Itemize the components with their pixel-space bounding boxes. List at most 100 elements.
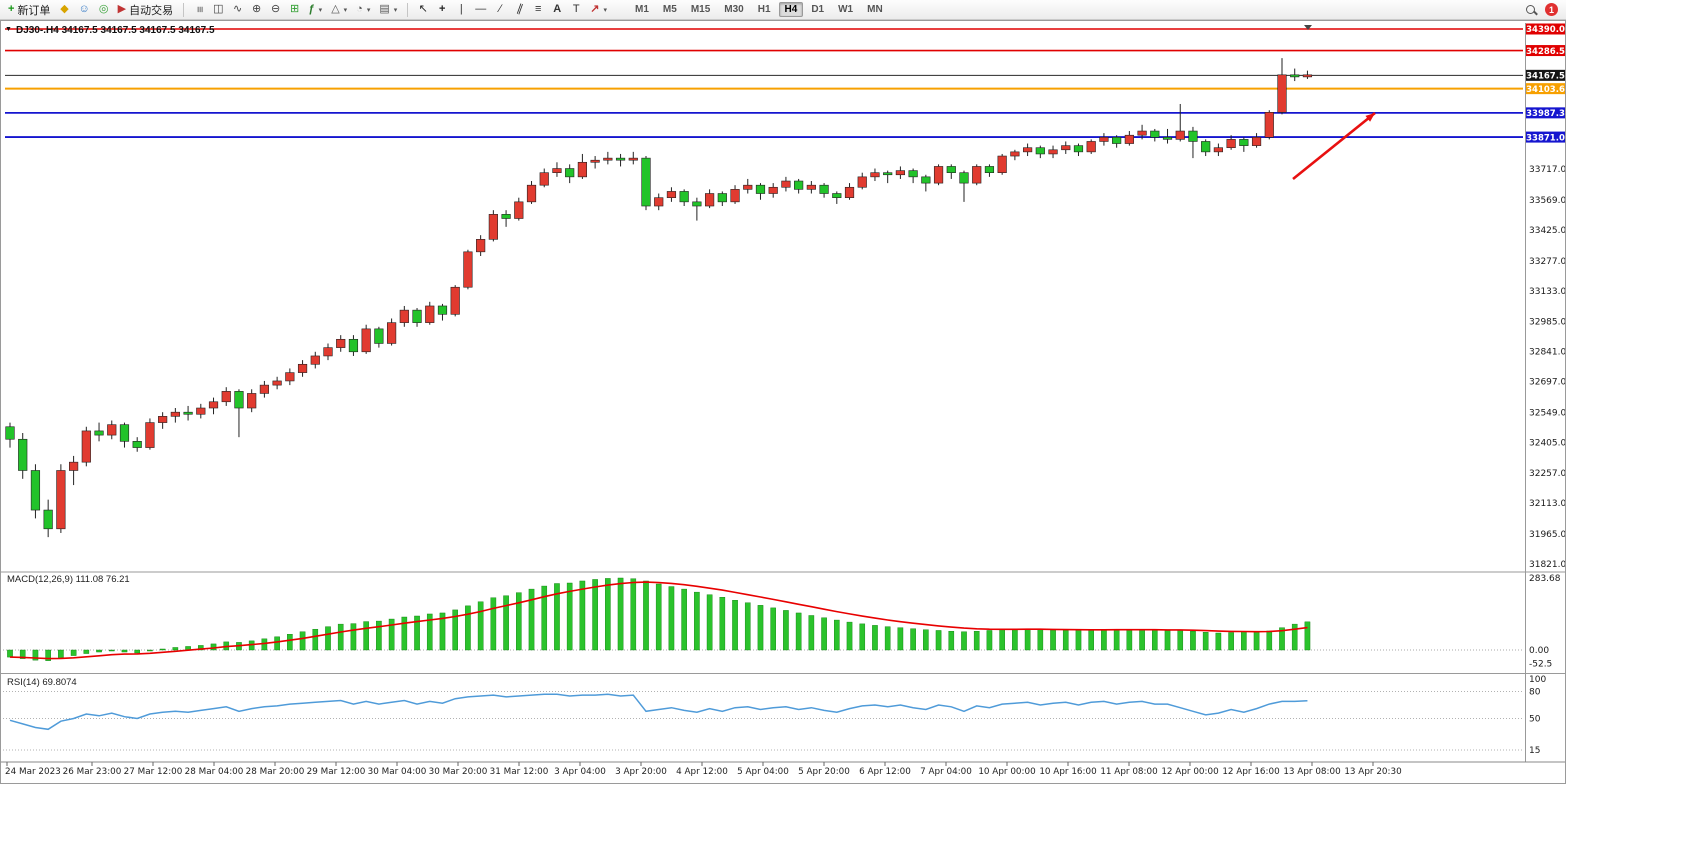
svg-text:13 Apr 08:00: 13 Apr 08:00: [1283, 767, 1341, 777]
timeframe-m5-button[interactable]: M5: [662, 4, 677, 15]
svg-text:6 Apr 12:00: 6 Apr 12:00: [859, 767, 911, 777]
svg-text:32697.0: 32697.0: [1529, 378, 1565, 388]
horizontal-lines-layer[interactable]: [5, 28, 1523, 138]
zoom-out-icon: ⊖: [270, 3, 281, 15]
toolbar-separator: [183, 2, 185, 17]
trendline-button[interactable]: ∕: [491, 1, 509, 18]
support-button[interactable]: ◎: [95, 1, 113, 18]
toolbar-buttons: + 新订单 ◆ ☺ ◎ ▶ 自动交易 ≡ ◫ ∿ ⊕ ⊖ ⊞ ƒ ▾ △ ▾ ◔ ▾ ▤ ▾ ↖ + | ― ∕ ∥ ≡ A T ↗ ▾: [4, 1, 611, 18]
svg-text:34103.6: 34103.6: [1526, 85, 1565, 95]
autotrading-button[interactable]: ▶ 自动交易: [114, 1, 177, 18]
svg-text:33871.0: 33871.0: [1526, 133, 1565, 143]
candles-layer: [5, 58, 1313, 538]
templates-icon: ▤: [379, 3, 390, 15]
svg-text:10 Apr 16:00: 10 Apr 16:00: [1039, 767, 1097, 777]
timeframe-mn-button[interactable]: MN: [867, 4, 883, 15]
zoom-out-button[interactable]: ⊖: [267, 1, 285, 18]
crosshair-button[interactable]: +: [433, 1, 451, 18]
search-icon[interactable]: [1526, 5, 1535, 14]
timeframe-d1-button[interactable]: D1: [811, 4, 825, 15]
community-icon: ☺: [78, 3, 90, 15]
new-order-button[interactable]: + 新订单: [4, 1, 54, 18]
metaeditor-icon: ◆: [60, 3, 69, 15]
templates-button[interactable]: ▤ ▾: [375, 1, 401, 18]
trend-arrow-annotation[interactable]: [1292, 111, 1376, 181]
zoom-in-button[interactable]: ⊕: [248, 1, 266, 18]
macd-signal-line: [9, 581, 1308, 660]
indicators-icon: ƒ: [308, 3, 315, 15]
svg-text:12 Apr 16:00: 12 Apr 16:00: [1222, 767, 1280, 777]
rsi-line: [9, 693, 1308, 731]
chart-canvas[interactable]: 33717.0 33569.0 33425.0 33277.0 33133.0 32985…: [1, 21, 1565, 783]
candlestick-chart-button[interactable]: ◫: [209, 1, 227, 18]
crosshair-icon: +: [439, 3, 446, 15]
new-order-label: 新订单: [17, 4, 51, 17]
community-button[interactable]: ☺: [74, 1, 93, 18]
svg-text:33277.0: 33277.0: [1529, 257, 1565, 267]
svg-text:32257.0: 32257.0: [1529, 469, 1565, 479]
timeframe-toolbar: M1 M5 M15 M30 H1 H4 D1 W1 MN: [629, 2, 889, 17]
horizontal-line-button[interactable]: ―: [471, 1, 490, 18]
price-axis[interactable]: 33717.0 33569.0 33425.0 33277.0 33133.0 32985…: [1525, 23, 1566, 762]
channel-icon: ∥: [514, 2, 525, 16]
timeframe-h1-button[interactable]: H1: [757, 4, 771, 15]
chart-shift-marker[interactable]: [1304, 25, 1312, 30]
rsi-panel: [3, 691, 1523, 751]
objects-button[interactable]: △ ▾: [327, 1, 351, 18]
text-button[interactable]: A: [548, 1, 566, 18]
timeframe-m1-button[interactable]: M1: [635, 4, 649, 15]
bar-chart-icon: ≡: [193, 6, 206, 13]
notifications-badge[interactable]: 1: [1545, 3, 1558, 16]
tile-windows-button[interactable]: ⊞: [286, 1, 304, 18]
price-tag: [1526, 83, 1565, 95]
svg-text:30 Mar 04:00: 30 Mar 04:00: [368, 767, 427, 777]
indicators-button[interactable]: ƒ ▾: [305, 1, 327, 18]
fibonacci-button[interactable]: ≡: [529, 1, 547, 18]
autotrading-icon: ▶: [117, 3, 127, 15]
timeframe-m15-button[interactable]: M15: [690, 4, 711, 15]
svg-text:283.68: 283.68: [1529, 574, 1561, 584]
chevron-down-icon[interactable]: ▾: [603, 6, 607, 14]
text-label-button[interactable]: T: [567, 1, 585, 18]
new-order-icon: +: [8, 3, 15, 15]
price-tag: [1526, 69, 1565, 81]
arrows-button[interactable]: ↗ ▾: [586, 1, 611, 18]
quick-trade-collapse-icon[interactable]: ▼: [5, 26, 12, 33]
toolbar-separator: [407, 2, 409, 17]
svg-text:32841.0: 32841.0: [1529, 348, 1565, 358]
svg-text:4 Apr 12:00: 4 Apr 12:00: [676, 767, 728, 777]
timeframe-w1-button[interactable]: W1: [838, 4, 854, 15]
channel-button[interactable]: ∥: [510, 1, 528, 18]
objects-icon: △: [331, 3, 340, 15]
text-label-icon: T: [572, 3, 580, 15]
chevron-down-icon[interactable]: ▾: [366, 6, 371, 14]
svg-text:-52.5: -52.5: [1529, 659, 1552, 669]
toolbar: + 新订单 ◆ ☺ ◎ ▶ 自动交易 ≡ ◫ ∿ ⊕ ⊖ ⊞ ƒ ▾ △ ▾ ◔ ▾ ▤ ▾ ↖ + | ― ∕ ∥ ≡ A T ↗ ▾ M1…: [0, 0, 1566, 20]
svg-text:32549.0: 32549.0: [1529, 408, 1565, 418]
line-chart-button[interactable]: ∿: [229, 1, 247, 18]
bar-chart-button[interactable]: ≡: [190, 1, 208, 18]
time-axis[interactable]: 24 Mar 2023 26 Mar 23:00 27 Mar 12:00 28 Ma…: [1, 761, 1565, 777]
price-tag: [1526, 131, 1565, 143]
cursor-icon: ↖: [418, 3, 428, 15]
svg-text:5 Apr 04:00: 5 Apr 04:00: [737, 767, 789, 777]
text-icon: A: [553, 3, 562, 15]
zoom-in-icon: ⊕: [251, 3, 262, 15]
cursor-button[interactable]: ↖: [414, 1, 432, 18]
chevron-down-icon[interactable]: ▾: [318, 6, 323, 14]
svg-text:33425.0: 33425.0: [1529, 226, 1565, 236]
metaeditor-button[interactable]: ◆: [55, 1, 73, 18]
svg-text:3 Apr 20:00: 3 Apr 20:00: [615, 767, 667, 777]
chevron-down-icon[interactable]: ▾: [343, 6, 348, 14]
price-tag: [1526, 107, 1565, 119]
arrows-icon: ↗: [590, 3, 600, 15]
periods-button[interactable]: ◔ ▾: [352, 1, 374, 18]
vertical-line-button[interactable]: |: [452, 1, 470, 18]
svg-text:13 Apr 20:30: 13 Apr 20:30: [1344, 767, 1402, 777]
svg-text:12 Apr 00:00: 12 Apr 00:00: [1161, 767, 1219, 777]
chevron-down-icon[interactable]: ▾: [393, 6, 398, 14]
chart-title: DJ30-.H4 34167.5 34167.5 34167.5 34167.5: [16, 25, 215, 36]
svg-text:5 Apr 20:00: 5 Apr 20:00: [798, 767, 850, 777]
timeframe-m30-button[interactable]: M30: [724, 4, 744, 15]
timeframe-h4-button[interactable]: H4: [778, 2, 804, 17]
